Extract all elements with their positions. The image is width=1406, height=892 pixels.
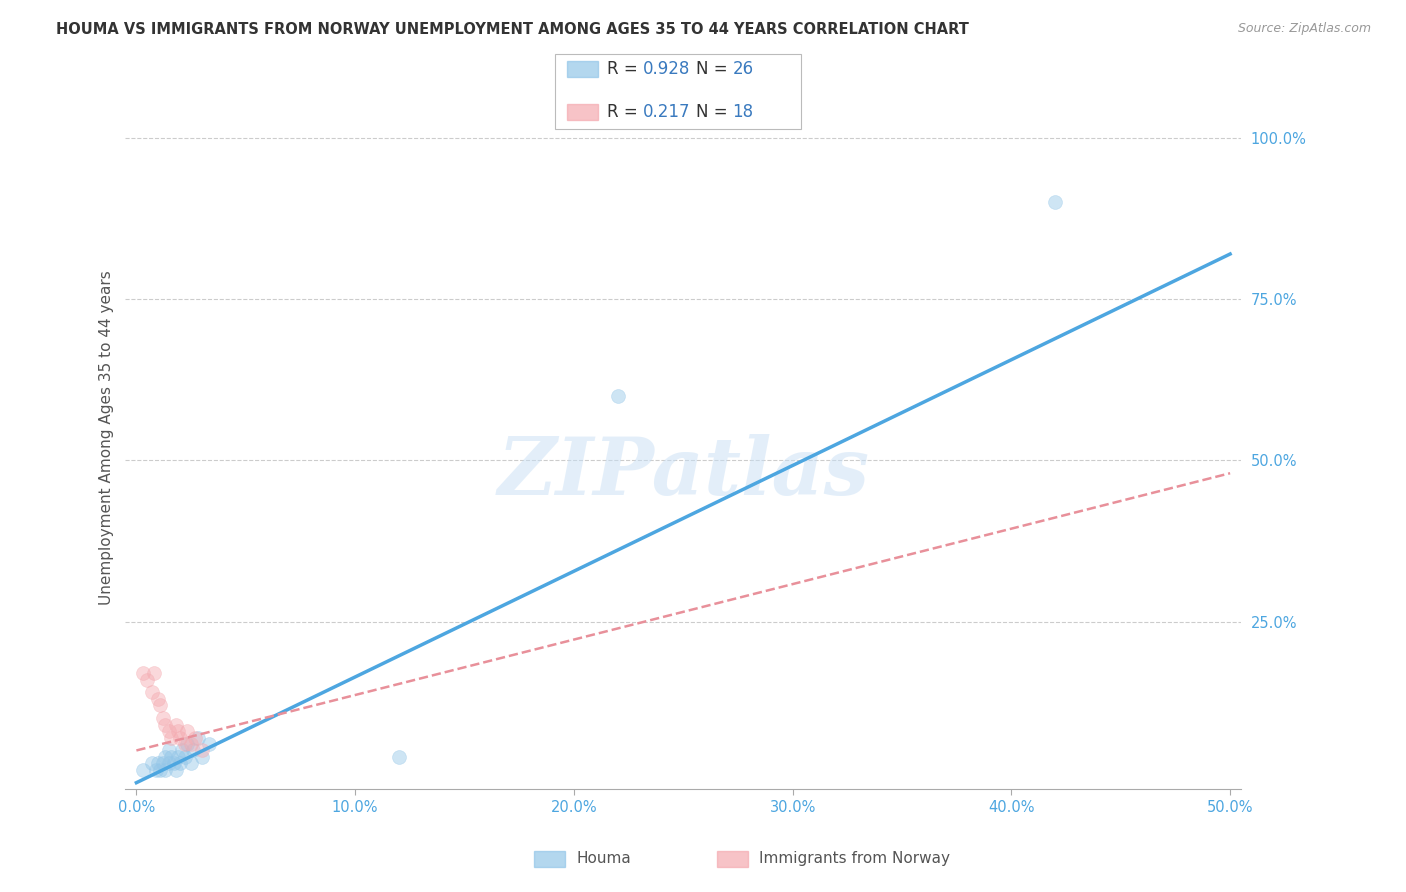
Point (1043, 195, 1066, 210)
Text: Source: ZipAtlas.com: Source: ZipAtlas.com (1237, 22, 1371, 36)
Y-axis label: Unemployment Among Ages 35 to 44 years: Unemployment Among Ages 35 to 44 years (100, 270, 114, 605)
Point (180, 737, 202, 751)
Point (197, 737, 219, 751)
Point (148, 691, 170, 706)
Text: 0.217: 0.217 (643, 103, 690, 121)
Point (152, 711, 174, 725)
Point (191, 743, 214, 757)
Point (132, 666, 155, 681)
Point (149, 698, 172, 713)
Point (157, 756, 180, 771)
Point (153, 763, 176, 777)
Point (173, 737, 195, 751)
Point (162, 756, 184, 771)
Point (181, 743, 204, 757)
Point (142, 666, 165, 681)
Point (153, 717, 176, 731)
Text: N =: N = (696, 60, 733, 78)
Text: 26: 26 (733, 60, 754, 78)
Point (184, 731, 207, 745)
Text: R =: R = (607, 103, 644, 121)
Point (169, 756, 191, 771)
Point (145, 763, 167, 777)
Text: N =: N = (696, 103, 733, 121)
Text: 0.928: 0.928 (643, 60, 690, 78)
Text: 18: 18 (733, 103, 754, 121)
Point (157, 724, 180, 739)
Point (160, 750, 183, 764)
Text: R =: R = (607, 60, 644, 78)
Point (157, 743, 180, 757)
Point (388, 750, 411, 764)
Point (148, 756, 170, 771)
Point (180, 756, 202, 771)
Point (176, 737, 198, 751)
Point (132, 763, 155, 777)
Point (173, 750, 195, 764)
Point (149, 763, 172, 777)
Point (167, 750, 190, 764)
Point (160, 731, 183, 745)
Point (169, 731, 191, 745)
Point (152, 756, 174, 771)
Text: Houma: Houma (576, 852, 631, 866)
Point (187, 731, 209, 745)
Point (606, 389, 628, 403)
Text: HOUMA VS IMMIGRANTS FROM NORWAY UNEMPLOYMENT AMONG AGES 35 TO 44 YEARS CORRELATI: HOUMA VS IMMIGRANTS FROM NORWAY UNEMPLOY… (56, 22, 969, 37)
Point (141, 685, 163, 699)
Point (172, 743, 194, 757)
Point (165, 717, 187, 731)
Point (167, 724, 190, 739)
Text: Immigrants from Norway: Immigrants from Norway (759, 852, 950, 866)
Point (136, 673, 159, 687)
Point (165, 763, 187, 777)
Point (153, 750, 176, 764)
Point (141, 756, 163, 771)
Point (176, 724, 198, 739)
Text: ZIPatlas: ZIPatlas (498, 434, 869, 512)
Point (191, 750, 214, 764)
